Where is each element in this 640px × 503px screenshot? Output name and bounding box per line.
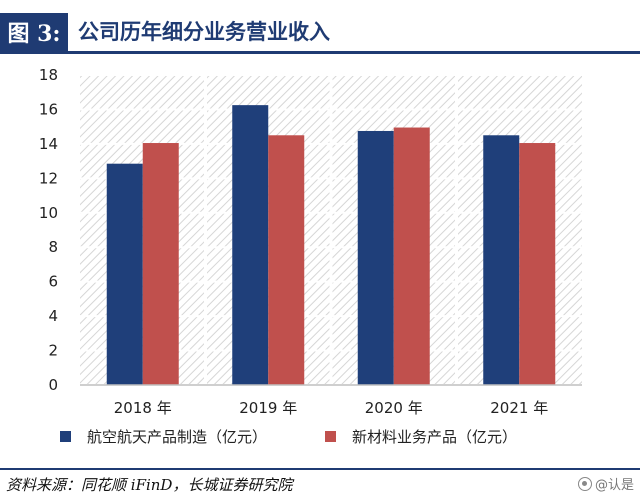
legend-label-2: 新材料业务产品（亿元） xyxy=(352,428,517,446)
watermark-text: @认是 xyxy=(594,478,634,493)
bottom-rule xyxy=(0,468,640,470)
figure-title: 公司历年细分业务营业收入 xyxy=(78,20,330,44)
y-tick-label: 14 xyxy=(39,135,58,153)
source-note: 资料来源：同花顺 iFinD，长城证券研究院 xyxy=(6,476,293,494)
y-tick-label: 18 xyxy=(39,66,58,84)
x-tick-label: 2018 年 xyxy=(114,399,172,417)
bar-2 xyxy=(393,127,430,386)
figure-label: 图 3: xyxy=(0,13,68,51)
bar-1 xyxy=(357,130,394,385)
legend-label-1: 航空航天产品制造（亿元） xyxy=(87,428,267,446)
y-tick-label: 4 xyxy=(48,307,58,325)
y-tick-label: 6 xyxy=(48,273,58,291)
x-tick-label: 2021 年 xyxy=(490,399,548,417)
title-rule xyxy=(0,51,640,54)
bar-2 xyxy=(142,143,179,385)
y-tick-label: 10 xyxy=(39,204,58,222)
watermark: @认是 xyxy=(577,474,634,493)
bar-2 xyxy=(268,135,305,385)
bar-2 xyxy=(519,143,556,385)
y-tick-label: 8 xyxy=(48,238,58,256)
y-tick-label: 12 xyxy=(39,169,58,187)
x-tick-label: 2019 年 xyxy=(239,399,297,417)
bar-1 xyxy=(106,163,143,385)
legend-swatch-1 xyxy=(60,431,71,442)
x-tick-label: 2020 年 xyxy=(365,399,423,417)
y-tick-label: 0 xyxy=(48,376,58,394)
watermark-icon xyxy=(577,476,592,491)
figure-title-bar: 图 3: 公司历年细分业务营业收入 xyxy=(0,13,640,54)
legend-swatch-2 xyxy=(325,431,336,442)
y-tick-label: 16 xyxy=(39,100,58,118)
bar-1 xyxy=(232,105,269,385)
bar-1 xyxy=(483,135,520,385)
y-tick-label: 2 xyxy=(48,342,58,360)
